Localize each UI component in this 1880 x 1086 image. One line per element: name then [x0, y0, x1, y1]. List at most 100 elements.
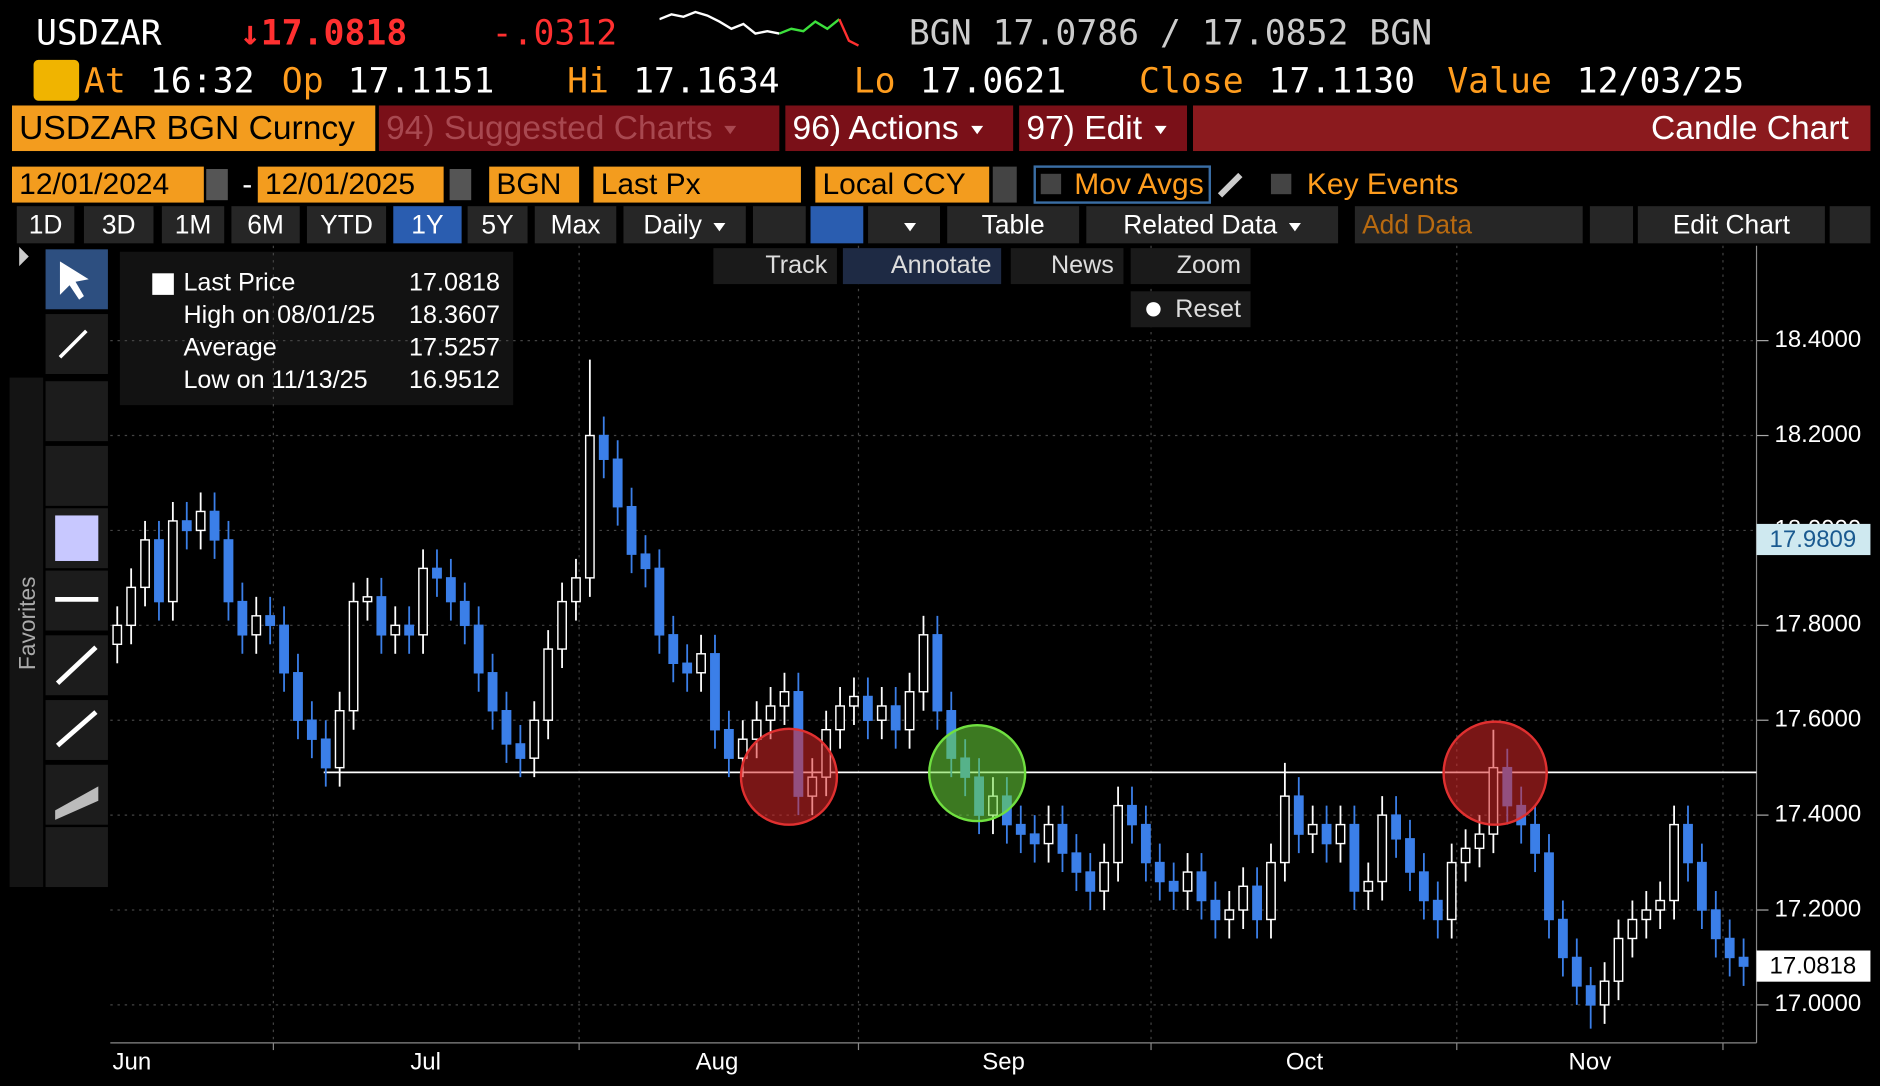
- candle-body: [682, 662, 693, 674]
- checkbox[interactable]: [1270, 173, 1292, 195]
- y-tick-label: 17.4000: [1775, 800, 1862, 827]
- mov-avgs-label: Mov Avgs: [1074, 167, 1204, 202]
- currency-dropdown[interactable]: [992, 166, 1017, 203]
- candle-body: [140, 539, 150, 589]
- quote-label: Close: [1139, 59, 1244, 101]
- month-label: Jul: [410, 1049, 441, 1076]
- candle-body: [1307, 823, 1318, 835]
- period-button[interactable]: 1Y: [393, 206, 462, 244]
- candle-body: [1724, 937, 1735, 959]
- candle-body: [167, 520, 178, 603]
- actions-menu[interactable]: 96) Actions: [785, 105, 1014, 152]
- related-button[interactable]: Related Data: [1086, 206, 1339, 244]
- frequency-button[interactable]: Daily: [623, 206, 746, 244]
- mov-avgs-box[interactable]: [1033, 165, 1211, 204]
- quote-value: 17.1634: [633, 59, 780, 101]
- month-label: Nov: [1569, 1049, 1612, 1076]
- collapse-button[interactable]: [1589, 206, 1634, 244]
- period-button[interactable]: YTD: [306, 206, 387, 244]
- tool-draw[interactable]: [45, 314, 108, 374]
- table-button[interactable]: Table: [947, 206, 1080, 244]
- period-button[interactable]: Max: [534, 206, 617, 244]
- candle-body: [1224, 909, 1235, 921]
- candle-body: [1252, 885, 1262, 921]
- y-tick-label: 17.0000: [1775, 990, 1862, 1017]
- caret: [1154, 125, 1167, 135]
- candle-body: [473, 624, 484, 674]
- field-field[interactable]: Last Px: [593, 166, 801, 203]
- currency-field[interactable]: Local CCY: [815, 166, 990, 203]
- candle-body: [418, 567, 428, 636]
- candle-body: [293, 672, 303, 721]
- candle-body: [751, 719, 762, 740]
- ray-icon: [55, 710, 98, 748]
- reset-label: Reset: [1175, 295, 1241, 323]
- key-events-label: Key Events: [1306, 167, 1459, 202]
- candle-body: [876, 705, 887, 721]
- checkbox[interactable]: [1040, 173, 1062, 195]
- candle-body: [1293, 795, 1304, 835]
- tool-button[interactable]: [1130, 248, 1251, 285]
- type-dropdown[interactable]: [868, 206, 941, 244]
- caret: [904, 222, 917, 231]
- month-label: Sep: [982, 1049, 1025, 1076]
- caret: [1289, 222, 1302, 231]
- price-tag-label: 17.0818: [1770, 953, 1857, 980]
- tool-channel[interactable]: [45, 764, 108, 825]
- calendar-icon[interactable]: [449, 169, 472, 201]
- period-button[interactable]: 5Y: [467, 206, 528, 244]
- add-data-field[interactable]: Add Data: [1354, 206, 1583, 244]
- quote-value: 16:32: [149, 59, 255, 101]
- tool-button[interactable]: [713, 248, 837, 285]
- line-type-button[interactable]: [752, 206, 806, 244]
- period-button[interactable]: 3D: [83, 206, 154, 244]
- suggested-menu[interactable]: 94) Suggested Charts: [378, 105, 780, 152]
- tool-dollar[interactable]: [45, 445, 108, 506]
- candle-body: [445, 577, 456, 603]
- calendar-icon[interactable]: [206, 169, 228, 201]
- legend-box: [119, 251, 514, 406]
- candle-body: [1683, 823, 1693, 864]
- expand-arrow[interactable]: [19, 246, 29, 267]
- edit-chart-button[interactable]: Edit Chart: [1637, 206, 1825, 244]
- tool-r[interactable]: [45, 827, 108, 888]
- candle-body: [432, 567, 442, 579]
- candle-body: [1696, 861, 1707, 911]
- candle-body: [1099, 861, 1110, 892]
- source-field[interactable]: BGN: [489, 166, 580, 203]
- period-button[interactable]: 1D: [16, 206, 75, 244]
- candle-body: [904, 691, 915, 731]
- settings-button[interactable]: [1829, 206, 1871, 244]
- end-date[interactable]: 12/01/2025: [257, 166, 444, 203]
- candle-body: [1182, 871, 1193, 892]
- legend-value: 17.5257: [409, 333, 500, 361]
- candle-type-button[interactable]: [810, 206, 864, 244]
- caret: [724, 125, 737, 135]
- annotation-circle: [739, 727, 839, 826]
- annotation-circle: [1442, 720, 1548, 826]
- period-button[interactable]: 6M: [231, 206, 300, 244]
- candle-body: [487, 672, 498, 712]
- candle-body: [1460, 847, 1471, 864]
- candle-body: [334, 710, 345, 769]
- edit-label: 97) Edit: [1026, 109, 1143, 147]
- candle-body: [237, 600, 248, 636]
- edit-menu[interactable]: 97) Edit: [1019, 105, 1188, 152]
- cursor-icon: [59, 261, 89, 300]
- y-tick-label: 18.4000: [1775, 326, 1862, 353]
- security-field[interactable]: USDZAR BGN Curncy: [11, 105, 376, 152]
- tool-label: Annotate: [891, 251, 992, 279]
- tool-percent[interactable]: [45, 381, 108, 442]
- candle-body: [1571, 956, 1582, 987]
- period-button[interactable]: 1M: [161, 206, 225, 244]
- month-label: Jun: [113, 1049, 152, 1076]
- candle-body: [1710, 909, 1721, 940]
- side-label: Favorites: [14, 577, 40, 671]
- tool-button[interactable]: [1010, 248, 1124, 285]
- start-date[interactable]: 12/01/2024: [11, 166, 204, 203]
- candle-body: [1196, 871, 1207, 902]
- tool-button[interactable]: [842, 248, 1002, 285]
- candle-body: [501, 710, 512, 745]
- candle-body: [890, 705, 901, 731]
- suggested-label: 94) Suggested Charts: [386, 109, 713, 147]
